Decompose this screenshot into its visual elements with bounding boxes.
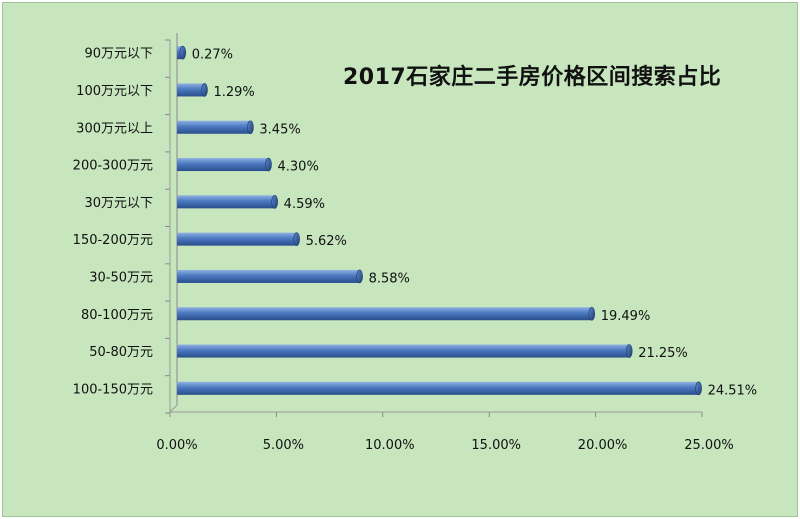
- bar-end-cap: [588, 306, 596, 321]
- category-label: 30万元以下: [84, 196, 153, 211]
- data-label: 1.29%: [213, 85, 254, 100]
- bar: [177, 232, 297, 246]
- bar-group: 21.25%: [177, 344, 688, 361]
- bar-group: 0.27%: [177, 45, 233, 63]
- data-label: 19.49%: [601, 309, 651, 324]
- data-label: 3.45%: [259, 122, 300, 137]
- category-label: 80-100万元: [81, 308, 153, 323]
- bar-group: 4.30%: [177, 157, 319, 175]
- bar: [177, 195, 275, 209]
- bar-end-cap: [265, 157, 272, 172]
- bar-group: 1.29%: [177, 83, 255, 100]
- bar: [177, 158, 269, 172]
- x-tick-label: 10.00%: [365, 438, 415, 453]
- bar-chart: 0.00% 5.00% 10.00% 15.00% 20.00% 25.00% 90万元以下…: [73, 33, 758, 453]
- bar-end-cap: [271, 195, 278, 209]
- bar-end-cap: [695, 381, 702, 396]
- bar-group: 3.45%: [177, 120, 301, 137]
- data-label: 4.59%: [284, 197, 325, 212]
- data-label: 21.25%: [638, 346, 688, 361]
- x-tick-label: 20.00%: [578, 438, 628, 453]
- bar-end-cap: [247, 120, 254, 135]
- bar: [177, 83, 205, 97]
- x-tick-label: 25.00%: [684, 438, 734, 453]
- data-label: 0.27%: [192, 48, 233, 63]
- bar-end-cap: [625, 344, 633, 358]
- bar: [177, 269, 360, 283]
- bar-group: 19.49%: [177, 306, 651, 324]
- axis-corner: [169, 404, 178, 413]
- category-label: 200-300万元: [73, 159, 153, 174]
- x-tick-label: 0.00%: [156, 438, 197, 453]
- bar-group: 8.58%: [177, 269, 410, 286]
- x-tick-label: 15.00%: [471, 438, 521, 453]
- data-label: 4.30%: [278, 160, 319, 175]
- category-label: 300万元以上: [76, 121, 153, 136]
- category-label: 100万元以下: [76, 84, 153, 99]
- bar-end-cap: [293, 232, 300, 246]
- data-label: 5.62%: [306, 234, 347, 249]
- data-label: 8.58%: [369, 271, 410, 286]
- bar: [177, 344, 630, 358]
- chart-title: 2017石家庄二手房价格区间搜索占比: [343, 65, 722, 90]
- bar-group: 24.51%: [177, 381, 758, 398]
- bar: [177, 120, 251, 134]
- bar-group: 5.62%: [177, 232, 347, 249]
- bar-end-cap: [179, 45, 187, 60]
- category-label: 90万元以下: [84, 47, 153, 62]
- x-tick-label: 5.00%: [263, 438, 304, 453]
- category-label: 150-200万元: [73, 233, 153, 248]
- data-label: 24.51%: [708, 383, 758, 398]
- bar-group: 4.59%: [177, 195, 325, 212]
- bar-end-cap: [356, 269, 363, 284]
- category-label: 50-80万元: [89, 345, 153, 360]
- bar-end-cap: [201, 83, 208, 97]
- bar: [177, 381, 699, 395]
- bar: [177, 307, 592, 321]
- category-label: 30-50万元: [89, 270, 153, 285]
- category-label: 100-150万元: [73, 382, 153, 397]
